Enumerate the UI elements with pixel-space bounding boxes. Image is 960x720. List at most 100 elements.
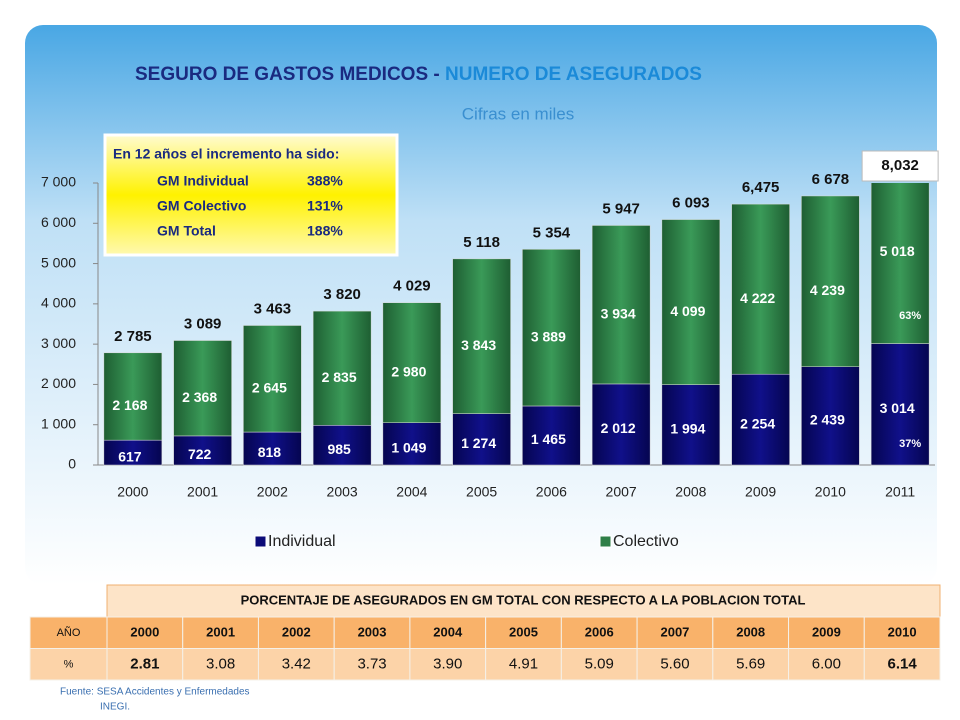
table-value: 6.00 [812,655,841,672]
table-cell [788,616,865,649]
table-header: 2004 [433,624,463,639]
table-value: 3.90 [433,655,462,672]
value-label: 2 835 [322,369,357,385]
table-value: 5.69 [736,655,765,672]
bar-segment [731,203,790,375]
title: SEGURO DE GASTOS MEDICOS - [135,64,445,85]
total-box [861,150,939,182]
table-cell [29,648,108,681]
table-header: 2000 [130,624,159,639]
table-title: PORCENTAJE DE ASEGURADOS EN GM TOTAL CON… [241,592,806,607]
table-cell [485,648,562,681]
total-label: 5 354 [533,224,571,241]
table-cell [712,648,790,681]
total-label: 8,032 [881,157,919,174]
table-header: 2003 [358,624,387,639]
bar-segment [661,219,721,385]
table-cell [863,616,941,649]
bar-segment [522,249,581,407]
value-label: 3 889 [531,328,566,344]
value-label: 3 014 [880,400,915,416]
callout-label: GM Colectivo [157,198,246,214]
table-header: 2008 [736,624,765,639]
value-label: 1 994 [670,421,705,437]
table-header: 2001 [206,624,235,639]
bar-segment [591,383,651,466]
y-tick-label: 7 000 [41,174,76,190]
table-cell [106,616,184,649]
value-label: 2 439 [810,412,845,428]
value-label: 3 934 [601,305,636,321]
x-tick-label: 2006 [536,484,567,500]
table-header: 2005 [509,624,538,639]
value-label: 818 [258,444,282,460]
table-value: 6.14 [888,655,918,672]
value-label: 2 012 [601,420,636,436]
x-tick-label: 2005 [466,484,497,500]
bar-segment [731,373,790,466]
bar-segment [452,258,511,414]
bar-segment [312,310,372,426]
table-value: 3.42 [282,655,311,672]
total-label: 5 118 [463,234,500,251]
callout-label: GM Individual [157,173,249,189]
table: PORCENTAJE DE ASEGURADOS EN GM TOTAL CON… [29,584,941,681]
bar-segment [173,340,232,437]
table-cell [560,616,638,649]
y-tick-label: 0 [68,456,76,472]
title-highlight: NUMERO DE ASEGURADOS [445,64,702,85]
source: INEGI. [100,702,130,713]
table-cell [182,648,259,681]
x-tick-label: 2002 [257,484,288,500]
total-label: 5 947 [602,200,640,217]
source: Fuente: SESA Accidentes y Enfermedades [60,687,250,698]
table-cell [788,648,865,681]
total-label: 6,475 [742,179,780,196]
y-tick-label: 6 000 [41,214,76,230]
bar-segment [801,366,860,466]
total-label: 3 820 [323,286,361,303]
x-tick-label: 2008 [675,484,706,500]
value-label: 1 274 [461,435,496,451]
total-label: 6 678 [812,171,850,188]
bar-segment [173,435,232,466]
total-label: 3 463 [254,300,292,317]
value-label: 985 [327,441,351,457]
table-header: 2009 [812,624,841,639]
y-tick-label: 4 000 [41,295,76,311]
value-label: 1 049 [391,440,426,456]
value-label: 5 018 [880,243,915,259]
table-cell [333,648,411,681]
x-tick-label: 2003 [327,484,358,500]
value-label: 4 222 [740,290,775,306]
bar-segment [522,405,581,466]
bar-segment [661,384,721,466]
bar-segment [801,195,860,367]
bar-segment [591,225,651,385]
bar-segment [103,439,163,466]
annotation: 37% [899,438,921,450]
table-header: 2002 [282,624,311,639]
table-cell [636,648,714,681]
table-cell [182,616,259,649]
legend-swatch [599,535,612,548]
table-value: 5.09 [585,655,614,672]
callout-value: 131% [307,198,343,214]
y-tick-label: 5 000 [41,254,76,270]
bar-segment [103,352,163,441]
y-tick-label: 1 000 [41,415,76,431]
value-label: 2 980 [391,363,426,379]
x-tick-label: 2007 [606,484,637,500]
value-label: 617 [118,448,142,464]
x-tick-label: 2010 [815,484,846,500]
chart-title: SEGURO DE GASTOS MEDICOS - NUMERO DE ASE… [135,64,702,85]
value-label: 1 465 [531,431,566,447]
value-label: 4 239 [810,282,845,298]
legend-label: Colectivo [613,533,679,550]
bar-segment [452,413,511,466]
total-label: 3 089 [184,316,222,333]
value-label: 2 645 [252,379,287,395]
plot: 0 1 000 2 000 3 000 4 000 5 000 6 000 7 000 617 2… [41,150,939,500]
table-value: 2.81 [130,655,159,672]
